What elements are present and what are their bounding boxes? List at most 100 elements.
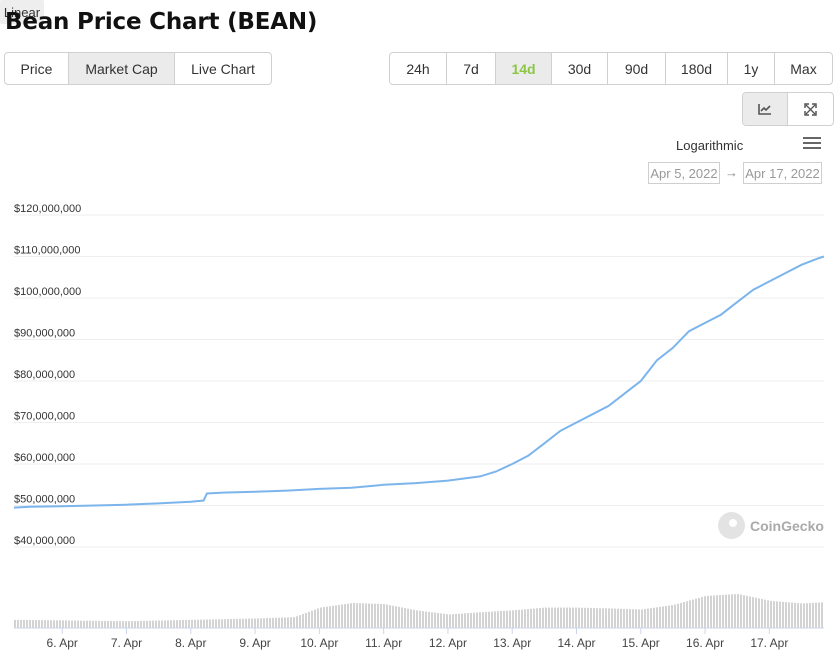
range-1y-button[interactable]: 1y: [728, 53, 775, 84]
date-to-input[interactable]: Apr 17, 2022: [743, 162, 822, 184]
volume-bar: [110, 620, 112, 628]
volume-bar: [512, 610, 514, 628]
volume-bar: [494, 611, 496, 628]
volume-bar: [167, 620, 169, 628]
volume-bar: [368, 603, 370, 628]
volume-bar: [599, 608, 601, 628]
volume-bar: [470, 612, 472, 628]
volume-bar: [689, 600, 691, 628]
volume-bar: [158, 620, 160, 628]
volume-bar: [560, 607, 562, 628]
range-24h-button[interactable]: 24h: [390, 53, 447, 84]
range-max-button[interactable]: Max: [790, 60, 817, 77]
hamburger-menu-icon[interactable]: [803, 137, 821, 151]
time-range-tabs: 24h 7d 14d 30d 90d 180d 1y Max: [389, 52, 833, 85]
volume-bar: [389, 605, 391, 628]
volume-bar: [641, 609, 643, 628]
volume-bar: [425, 611, 427, 628]
volume-bar: [107, 620, 109, 628]
volume-bar: [692, 599, 694, 628]
volume-bar: [557, 607, 559, 628]
volume-bar: [629, 609, 631, 628]
volume-bar: [455, 613, 457, 628]
x-tick-label: 15. Apr: [622, 636, 660, 650]
date-from-input[interactable]: Apr 5, 2022: [648, 162, 720, 184]
volume-bar: [794, 602, 796, 628]
x-tick-label: 8. Apr: [175, 636, 206, 650]
volume-bar: [212, 619, 214, 628]
volume-bar: [575, 607, 577, 628]
watermark-text: CoinGecko: [750, 517, 824, 534]
volume-bar: [563, 607, 565, 628]
scale-linear-option[interactable]: Linear: [0, 0, 44, 24]
volume-bar: [41, 620, 43, 628]
volume-bar: [200, 619, 202, 628]
volume-bar: [527, 609, 529, 628]
volume-bar: [419, 610, 421, 628]
volume-bar: [611, 608, 613, 628]
volume-bar: [161, 620, 163, 628]
fullscreen-button[interactable]: [788, 93, 833, 125]
volume-bar: [644, 609, 646, 628]
y-tick-label: $120,000,000: [14, 203, 81, 215]
volume-bar: [14, 619, 16, 628]
volume-bar: [698, 597, 700, 628]
volume-bar: [134, 621, 136, 628]
volume-bar: [215, 619, 217, 628]
volume-bar: [152, 620, 154, 628]
volume-bar: [191, 619, 193, 628]
volume-bar: [362, 603, 364, 628]
volume-bar: [305, 612, 307, 628]
volume-bar: [635, 609, 637, 628]
line-chart-button[interactable]: [743, 93, 788, 125]
volume-bar: [332, 605, 334, 628]
volume-bar: [35, 620, 37, 628]
volume-bar: [731, 594, 733, 628]
volume-bar: [326, 606, 328, 628]
volume-bar: [581, 607, 583, 628]
volume-bar: [230, 619, 232, 628]
volume-bar: [821, 602, 823, 628]
y-tick-label: $60,000,000: [14, 452, 75, 464]
volume-bar: [281, 617, 283, 628]
volume-bar: [740, 594, 742, 628]
y-axis-labels: $120,000,000 $110,000,000 $100,000,000 $90,…: [14, 203, 81, 547]
volume-bar: [665, 606, 667, 628]
scale-logarithmic-option[interactable]: Logarithmic: [676, 138, 744, 153]
volume-bar: [320, 607, 322, 628]
volume-bar: [461, 613, 463, 628]
range-14d-button[interactable]: 14d: [496, 53, 552, 84]
volume-bar: [26, 619, 28, 628]
range-90d-button[interactable]: 90d: [608, 53, 666, 84]
volume-bar: [29, 620, 31, 628]
range-7d-button[interactable]: 7d: [447, 53, 496, 84]
range-30d-button[interactable]: 30d: [552, 53, 608, 84]
tab-market-cap[interactable]: Market Cap: [69, 53, 175, 84]
x-axis-labels: 6. Apr 7. Apr 8. Apr 9. Apr 10. Apr 11. Apr 12…: [47, 628, 788, 650]
range-180d-button[interactable]: 180d: [666, 53, 728, 84]
volume-bar: [749, 596, 751, 628]
volume-bar: [677, 603, 679, 628]
volume-bar: [155, 620, 157, 628]
volume-bar: [272, 617, 274, 628]
volume-bar: [506, 610, 508, 628]
volume-bar: [446, 614, 448, 628]
volume-bar: [464, 613, 466, 628]
volume-bar: [536, 608, 538, 628]
volume-bar: [53, 620, 55, 628]
volume-bar: [725, 594, 727, 628]
volume-bar: [278, 617, 280, 628]
volume-bar: [701, 597, 703, 628]
volume-bar: [284, 617, 286, 628]
volume-bar: [74, 620, 76, 628]
tab-price[interactable]: Price: [5, 53, 69, 84]
volume-bar: [809, 603, 811, 628]
volume-bar: [602, 608, 604, 628]
volume-bar: [734, 594, 736, 628]
volume-bar: [224, 619, 226, 628]
volume-bar: [638, 609, 640, 628]
volume-bar: [83, 620, 85, 628]
tab-live-chart[interactable]: Live Chart: [191, 60, 255, 77]
volume-bar: [632, 609, 634, 628]
volume-bar: [137, 620, 139, 628]
